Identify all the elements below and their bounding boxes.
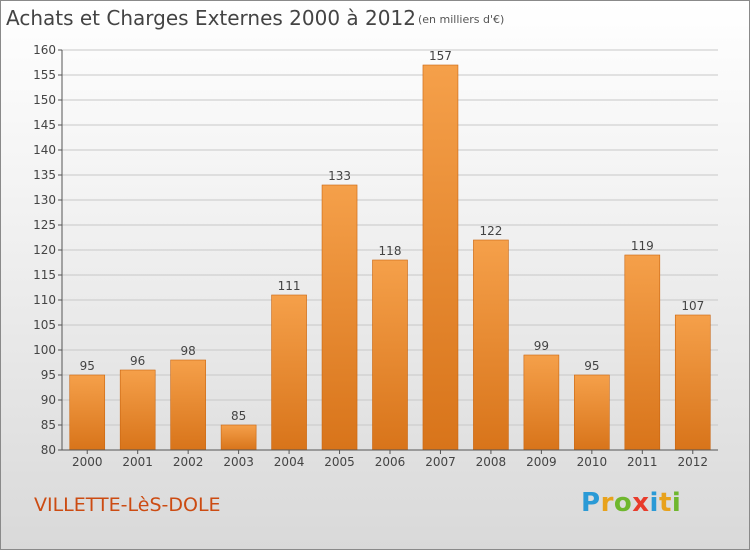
x-tick-label: 2002 (173, 455, 204, 469)
bar (69, 374, 106, 451)
axes (61, 50, 718, 451)
y-tick-label: 160 (33, 43, 56, 57)
town-name: VILLETTE-LèS-DOLE (34, 494, 221, 516)
bar (674, 314, 711, 451)
data-label: 96 (130, 354, 145, 368)
logo-letter: r (600, 488, 614, 518)
chart-title: Achats et Charges Externes 2000 à 2012 (6, 6, 416, 30)
bar (170, 359, 206, 451)
x-tick-label: 2007 (425, 455, 456, 469)
y-tick-label: 145 (33, 118, 56, 132)
y-tick-label: 150 (33, 93, 56, 107)
y-tick-label: 95 (41, 368, 56, 382)
data-label: 98 (181, 344, 196, 358)
data-label: 95 (584, 359, 599, 373)
y-axis-ticks: 80 85 90 95 100 105 110 115 120 125 130 135 140 145 15… (33, 43, 62, 457)
y-tick-label: 85 (41, 418, 56, 432)
x-tick-label: 2009 (526, 455, 557, 469)
data-label: 118 (379, 244, 402, 258)
y-tick-label: 125 (33, 218, 56, 232)
x-axis-ticks: 2000 2001 2002 2003 2004 2005 2006 2007 2008 2009… (72, 450, 708, 469)
y-tick-label: 90 (41, 393, 56, 407)
x-tick-label: 2012 (677, 455, 708, 469)
logo-letter: P (581, 488, 601, 518)
logo-letter: i (649, 488, 659, 518)
data-label: 99 (534, 339, 549, 353)
y-tick-label: 105 (33, 318, 56, 332)
bar (473, 239, 509, 451)
x-tick-label: 2003 (223, 455, 254, 469)
bar (271, 294, 307, 451)
data-label: 122 (479, 224, 502, 238)
y-tick-label: 120 (33, 243, 56, 257)
bars (69, 64, 711, 451)
logo-letter: t (658, 488, 672, 518)
data-label: 107 (681, 299, 704, 313)
logo-letter: i (671, 488, 682, 518)
bar (574, 374, 610, 451)
logo-letter: o (613, 488, 633, 518)
bar (624, 254, 661, 451)
bar (220, 424, 257, 451)
data-label: 119 (631, 239, 654, 253)
y-tick-label: 140 (33, 143, 56, 157)
data-labels: 95 96 98 85 111 133 118 157 122 99 95 119 107 (80, 49, 705, 423)
proxiti-logo: Proxiti (581, 488, 681, 518)
bar (119, 369, 156, 451)
y-tick-label: 110 (33, 293, 56, 307)
y-tick-label: 100 (33, 343, 56, 357)
bar (422, 64, 459, 451)
bar (372, 259, 408, 451)
data-label: 85 (231, 409, 246, 423)
x-tick-label: 2008 (476, 455, 507, 469)
bar (523, 354, 560, 451)
x-tick-label: 2004 (274, 455, 305, 469)
logo-letter: x (632, 488, 650, 518)
y-tick-label: 115 (33, 268, 56, 282)
x-tick-label: 2011 (627, 455, 658, 469)
y-tick-label: 155 (33, 68, 56, 82)
bar (321, 184, 358, 451)
chart-subtitle: (en milliers d'€) (418, 13, 505, 26)
y-tick-label: 80 (41, 443, 56, 457)
x-tick-label: 2005 (324, 455, 355, 469)
x-tick-label: 2000 (72, 455, 103, 469)
y-tick-label: 135 (33, 168, 56, 182)
data-label: 157 (429, 49, 452, 63)
x-tick-label: 2006 (375, 455, 406, 469)
x-tick-label: 2001 (122, 455, 153, 469)
data-label: 95 (80, 359, 95, 373)
y-tick-label: 130 (33, 193, 56, 207)
data-label: 133 (328, 169, 351, 183)
data-label: 111 (278, 279, 301, 293)
x-tick-label: 2010 (577, 455, 608, 469)
